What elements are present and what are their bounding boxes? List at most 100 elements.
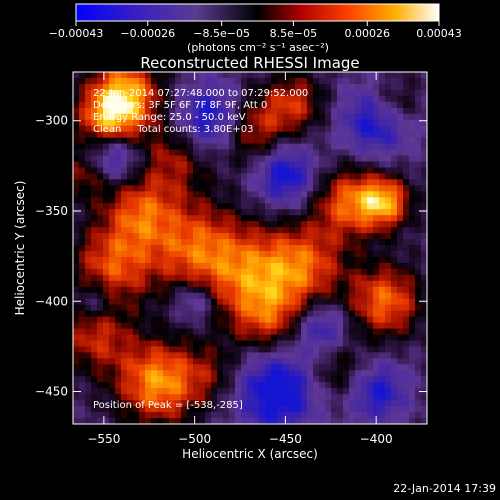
heatmap-cell [379, 412, 386, 419]
heatmap-cell [355, 155, 362, 163]
heatmap-cell [229, 292, 236, 300]
heatmap-cell [85, 352, 92, 359]
heatmap-cell [271, 191, 278, 198]
heatmap-cell [103, 310, 110, 318]
heatmap-cell [211, 418, 218, 424]
heatmap-cell [331, 292, 338, 300]
heatmap-cell [115, 268, 122, 276]
heatmap-cell [139, 412, 146, 419]
heatmap-cell [247, 310, 254, 318]
heatmap-cell [331, 137, 338, 145]
heatmap-cell [313, 394, 320, 401]
heatmap-cell [145, 119, 152, 127]
heatmap-cell [151, 245, 158, 252]
heatmap-cell [145, 406, 152, 413]
footer-timestamp: 22-Jan-2014 17:39 [393, 482, 496, 495]
heatmap-cell [121, 250, 128, 258]
heatmap-cell [145, 185, 152, 192]
heatmap-cell [319, 352, 326, 359]
heatmap-cell [343, 227, 350, 234]
heatmap-cell [187, 185, 194, 192]
heatmap-cell [385, 292, 392, 300]
heatmap-cell [145, 268, 152, 276]
heatmap-cell [289, 167, 296, 175]
heatmap-cell [121, 256, 128, 264]
heatmap-cell [289, 406, 296, 413]
heatmap-cell [109, 149, 116, 157]
heatmap-cell [217, 155, 224, 163]
heatmap-cell [379, 89, 386, 97]
heatmap-cell [379, 340, 386, 348]
heatmap-cell [349, 370, 356, 377]
heatmap-cell [415, 400, 422, 407]
heatmap-cell [265, 203, 272, 210]
heatmap-cell [391, 394, 398, 401]
heatmap-cell [271, 358, 278, 365]
heatmap-cell [271, 316, 278, 324]
heatmap-cell [355, 95, 362, 103]
heatmap-cell [319, 107, 326, 115]
heatmap-cell [307, 268, 314, 276]
heatmap-cell [133, 233, 140, 240]
heatmap-cell [199, 185, 206, 192]
heatmap-cell [181, 221, 188, 228]
heatmap-cell [289, 340, 296, 348]
heatmap-cell [85, 364, 92, 371]
heatmap-cell [97, 89, 104, 97]
heatmap-cell [259, 268, 266, 276]
heatmap-cell [145, 292, 152, 300]
heatmap-cell [421, 346, 427, 354]
heatmap-cell [133, 418, 140, 424]
heatmap-cell [151, 418, 158, 424]
heatmap-cell [415, 113, 422, 121]
heatmap-cell [151, 233, 158, 240]
heatmap-cell [421, 340, 427, 348]
heatmap-cell [199, 77, 206, 85]
heatmap-cell [313, 400, 320, 407]
heatmap-cell [169, 352, 176, 359]
heatmap-cell [241, 280, 248, 288]
heatmap-cell [355, 119, 362, 127]
heatmap-cell [421, 370, 427, 377]
heatmap-cell [133, 197, 140, 204]
heatmap-cell [289, 161, 296, 169]
heatmap-cell [379, 334, 386, 342]
heatmap-cell [73, 370, 80, 377]
heatmap-cell [271, 310, 278, 318]
heatmap-cell [217, 340, 224, 348]
heatmap-cell [367, 406, 374, 413]
heatmap-cell [79, 209, 86, 216]
heatmap-cell [199, 233, 206, 240]
heatmap-cell [319, 286, 326, 294]
heatmap-cell [343, 334, 350, 342]
heatmap-cell [217, 310, 224, 318]
heatmap-cell [421, 239, 427, 246]
heatmap-cell [121, 95, 128, 103]
heatmap-cell [253, 328, 260, 336]
heatmap-cell [301, 233, 308, 240]
heatmap-cell [421, 191, 427, 198]
heatmap-cell [217, 400, 224, 407]
heatmap-cell [277, 298, 284, 306]
heatmap-cell [247, 137, 254, 145]
heatmap-cell [361, 328, 368, 336]
heatmap-cell [319, 137, 326, 145]
heatmap-cell [151, 167, 158, 175]
heatmap-cell [289, 262, 296, 270]
heatmap-cell [385, 268, 392, 276]
heatmap-cell [403, 256, 410, 264]
heatmap-cell [205, 316, 212, 324]
heatmap-cell [229, 262, 236, 270]
heatmap-cell [253, 215, 260, 222]
heatmap-cell [205, 412, 212, 419]
annotation-energy: Energy Range: 25.0 - 50.0 keV [93, 112, 246, 123]
heatmap-cell [163, 167, 170, 175]
heatmap-cell [277, 221, 284, 228]
heatmap-cell [163, 256, 170, 264]
heatmap-cell [241, 227, 248, 234]
heatmap-cell [187, 113, 194, 121]
heatmap-cell [325, 322, 332, 330]
heatmap-cell [97, 298, 104, 306]
heatmap-cell [229, 239, 236, 246]
heatmap-cell [157, 131, 164, 139]
